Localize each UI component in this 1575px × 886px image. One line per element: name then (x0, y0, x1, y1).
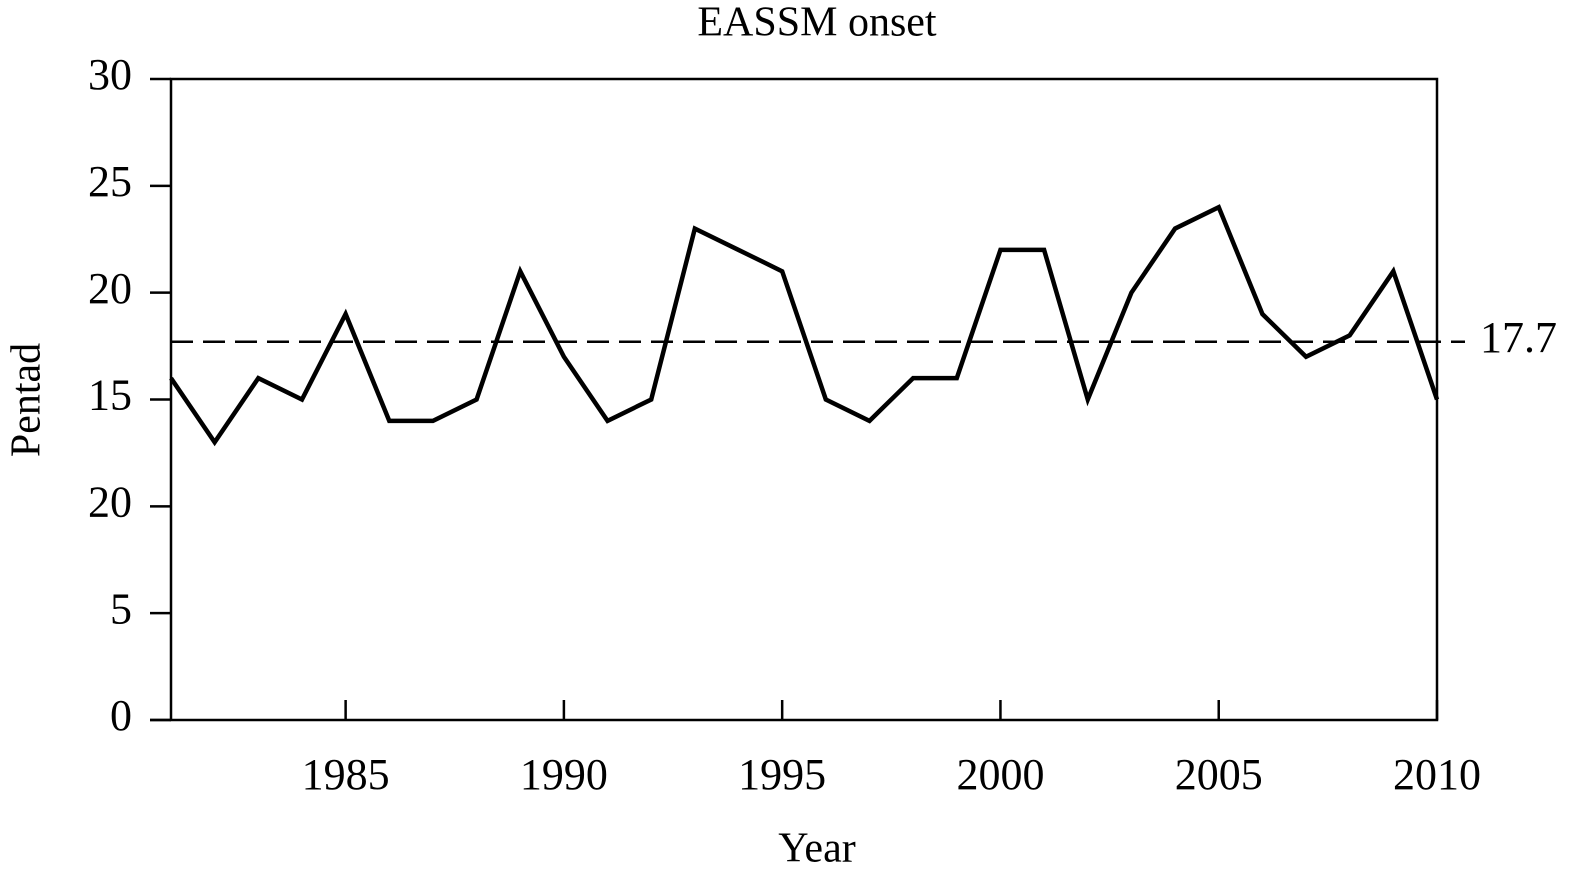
y-axis-label: Pentad (4, 343, 50, 457)
plot-frame (169, 77, 1439, 722)
x-tick-label: 1990 (520, 750, 608, 799)
y-tick-label: 20 (88, 264, 132, 313)
x-axis-label: Year (778, 826, 855, 872)
x-tick-label: 2005 (1175, 750, 1263, 799)
chart-title: EASSM onset (697, 0, 937, 46)
y-tick-label: 0 (110, 691, 132, 740)
x-tick-label: 1995 (738, 750, 826, 799)
y-tick-label: 30 (88, 50, 132, 99)
data-line (169, 204, 1440, 447)
reference-label: 17.7 (1480, 313, 1557, 362)
y-tick-label: 5 (110, 584, 132, 633)
y-tick-label: 25 (88, 157, 132, 206)
y-tick-label: 20 (88, 477, 132, 526)
x-tick-label: 2000 (956, 750, 1044, 799)
x-tick-label: 2010 (1393, 750, 1481, 799)
y-tick-label: 15 (88, 371, 132, 420)
x-tick-label: 1985 (302, 750, 390, 799)
